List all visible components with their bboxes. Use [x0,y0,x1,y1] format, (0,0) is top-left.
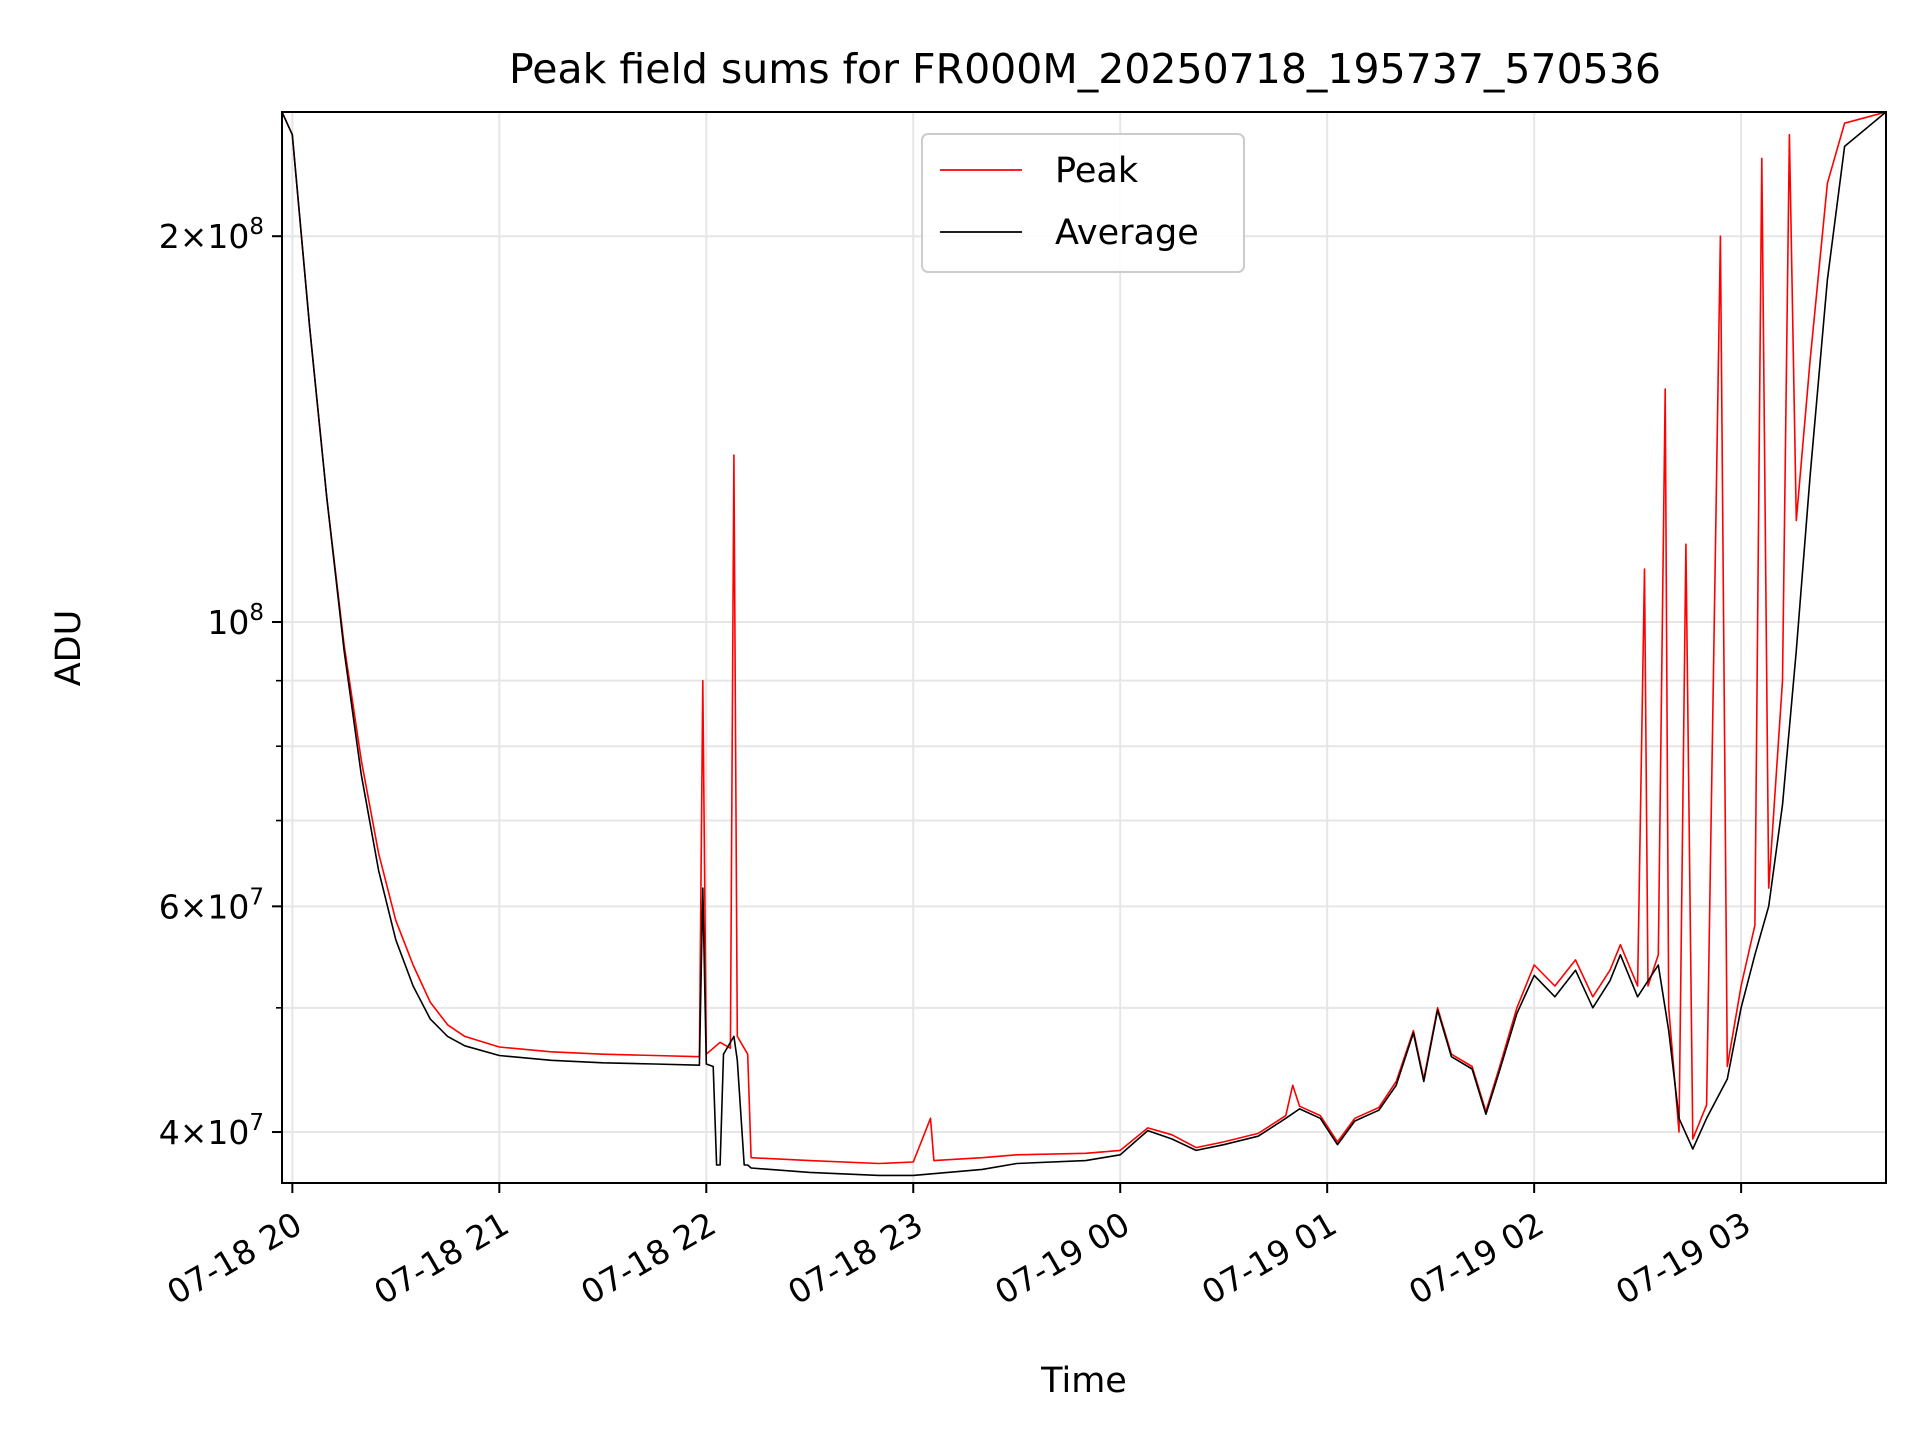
y-tick-label: 108 [207,600,264,642]
x-tick-label: 07-18 20 [160,1204,308,1312]
x-axis: 07-18 20 07-18 21 07-18 22 07-18 23 07-19 00… [160,1183,1757,1312]
x-tick-label: 07-18 23 [781,1204,929,1312]
x-tick-label: 07-19 02 [1402,1204,1550,1312]
y-axis: 4×107 6×107 108 2×108 [159,214,282,1152]
x-tick-label: 07-18 22 [574,1204,722,1312]
grid [282,112,1886,1183]
legend: Peak Average [921,133,1245,273]
series-line-average [282,112,1886,1177]
x-tick-label: 07-18 21 [367,1204,515,1312]
plot-frame [281,111,1887,1184]
x-tick-label: 07-19 00 [988,1204,1136,1312]
series-line-peak [282,112,1886,1165]
y-tick-label: 2×108 [159,214,264,256]
y-tick-label: 6×107 [159,884,264,926]
y-tick-label: 4×107 [159,1110,264,1152]
legend-label-peak: Peak [1055,151,1139,191]
y-axis-label: ADU [49,610,89,687]
x-tick-label: 07-19 03 [1609,1204,1757,1312]
series-layer [282,112,1886,1177]
x-tick-label: 07-19 01 [1195,1204,1343,1312]
chart-title: Peak field sums for FR000M_20250718_1957… [509,45,1661,93]
x-axis-label: Time [1040,1361,1127,1401]
legend-label-average: Average [1055,213,1199,253]
legend-box [921,133,1245,273]
